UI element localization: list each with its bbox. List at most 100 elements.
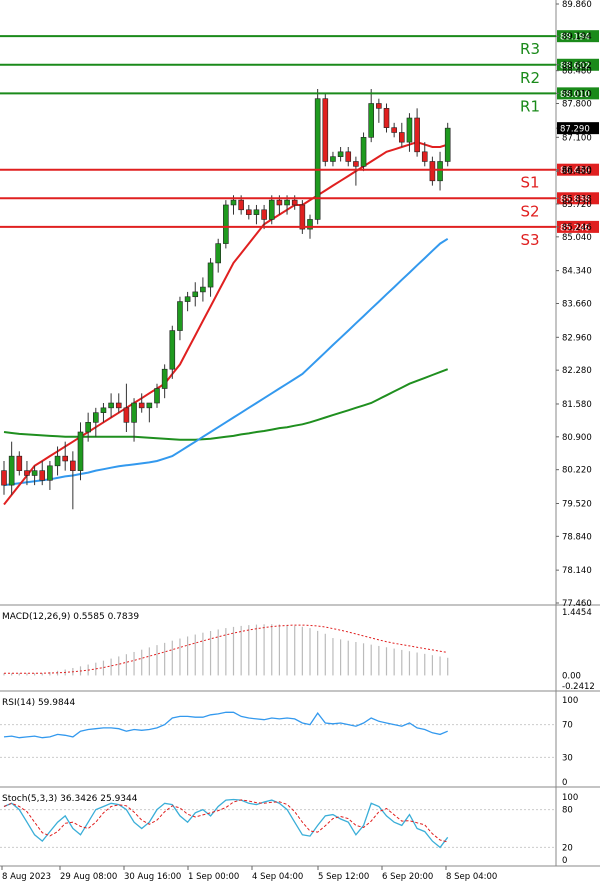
candle [1,460,7,495]
price-tick-label: 77.460 [562,599,592,609]
price-tick-label: 80.900 [562,433,592,443]
candle [77,422,84,481]
price-tick-label: 82.280 [562,366,592,376]
rsi-line [3,711,448,739]
price-tick-label: 82.960 [562,333,592,343]
stoch-axis-label: 80 [562,806,573,816]
stoch-axis-label: 100 [562,793,578,803]
candle [131,398,137,442]
level-name: R1 [520,97,540,115]
level-price-tag: 89.194 [560,33,590,43]
level-price-tag: 85.838 [560,195,590,205]
price-tick-label: 85.838 [562,194,592,204]
candle [16,451,23,476]
time-tick-label: 6 Sep 20:00 [382,872,433,882]
candle [406,113,413,152]
candle [353,156,359,186]
time-tick-label: 29 Aug 08:00 [60,872,117,882]
candle [360,132,367,172]
candle [192,282,199,307]
time-axis: 8 Aug 2023 29 Aug 08:00 30 Aug 16:00 1 Sep … [1,866,497,882]
rsi-axis-label: 70 [562,721,573,731]
candle [246,204,252,220]
current-price-tag: 87.290 [560,125,590,135]
time-tick-label: 5 Sep 12:00 [318,872,369,882]
candle [215,238,221,273]
time-tick-label: 1 Sep 00:00 [188,872,239,882]
rsi-panel[interactable]: RSI(14) 59.9844 100 70 30 0 [0,696,578,788]
candlesticks [1,89,451,510]
macd-axis-label: -0.2412 [562,682,595,692]
level-r2: R2 88.602 [0,58,599,87]
level-r3: R3 89.194 [0,30,599,58]
stoch-k-line [3,798,449,849]
price-tick-label: 79.520 [562,499,592,509]
candle [223,200,229,249]
time-tick-label: 4 Sep 04:00 [252,872,303,882]
level-s3: S3 85.246 [0,220,599,249]
price-tick-label: 88.480 [562,67,592,77]
time-tick-label: 8 Sep 04:00 [446,872,497,882]
candle [368,89,375,143]
level-name: S2 [520,202,539,220]
time-tick-label: 30 Aug 16:00 [124,872,181,882]
candle [169,325,176,379]
price-tick-label: 80.220 [562,466,592,476]
candle [322,93,329,167]
stoch-panel[interactable]: Stoch(5,3,3) 36.3426 25.9344 100 80 20 0 [0,793,578,866]
price-tick-label: 86.430 [562,166,592,176]
candle [31,465,38,486]
candle [138,393,145,413]
level-s1: S1 86.430 [0,163,599,192]
candle [93,407,99,437]
price-tick-label: 81.580 [562,400,592,410]
candle [184,291,191,312]
price-tick-label: 88.010 [562,89,592,99]
candle [24,460,30,486]
level-price-tag: 88.010 [560,90,590,100]
price-tick-label: 88.602 [562,61,592,71]
price-tick-label: 86.400 [562,167,592,177]
macd-signal-line [4,624,448,674]
candle [177,296,183,341]
candle [330,151,336,167]
level-price-tag: 88.602 [560,61,590,71]
stoch-d-line [3,799,448,843]
macd-axis-label: 1.4454 [562,608,592,618]
candle [154,383,160,408]
level-name: R2 [520,69,540,87]
level-s2: S2 85.838 [0,192,599,220]
stoch-title: Stoch(5,3,3) 36.3426 25.9344 [2,794,138,804]
candle [391,122,397,138]
rsi-title: RSI(14) 59.9844 [2,698,75,708]
level-name: R3 [520,40,540,58]
rsi-axis-label: 100 [562,696,578,706]
candle [437,151,443,191]
candle [383,103,390,133]
candle [261,204,267,230]
candle [70,451,76,510]
candle [62,441,69,471]
level-name: S3 [520,231,539,249]
price-tick-label: 78.840 [562,532,592,542]
price-tick-label: 87.100 [562,133,592,143]
candle [414,108,420,157]
time-tick-label: 8 Aug 2023 [2,872,51,882]
macd-panel[interactable]: MACD(12,26,9) 0.5585 0.7839 1.4454 0.00-0… [2,608,595,692]
macd-axis-label: 0.00 [562,671,581,681]
level-r1: R1 88.010 [0,87,599,115]
candle [115,393,122,413]
price-tick-label: 85.246 [562,223,592,233]
candle [85,412,91,442]
candle [421,142,428,167]
price-tick-label: 89.194 [562,32,592,42]
candle [39,460,46,486]
stoch-axis-label: 0 [562,856,567,866]
ma-mid-line [3,237,449,487]
level-name: S1 [520,174,539,192]
candle [253,204,260,225]
candle [337,146,344,162]
candle [47,460,53,490]
